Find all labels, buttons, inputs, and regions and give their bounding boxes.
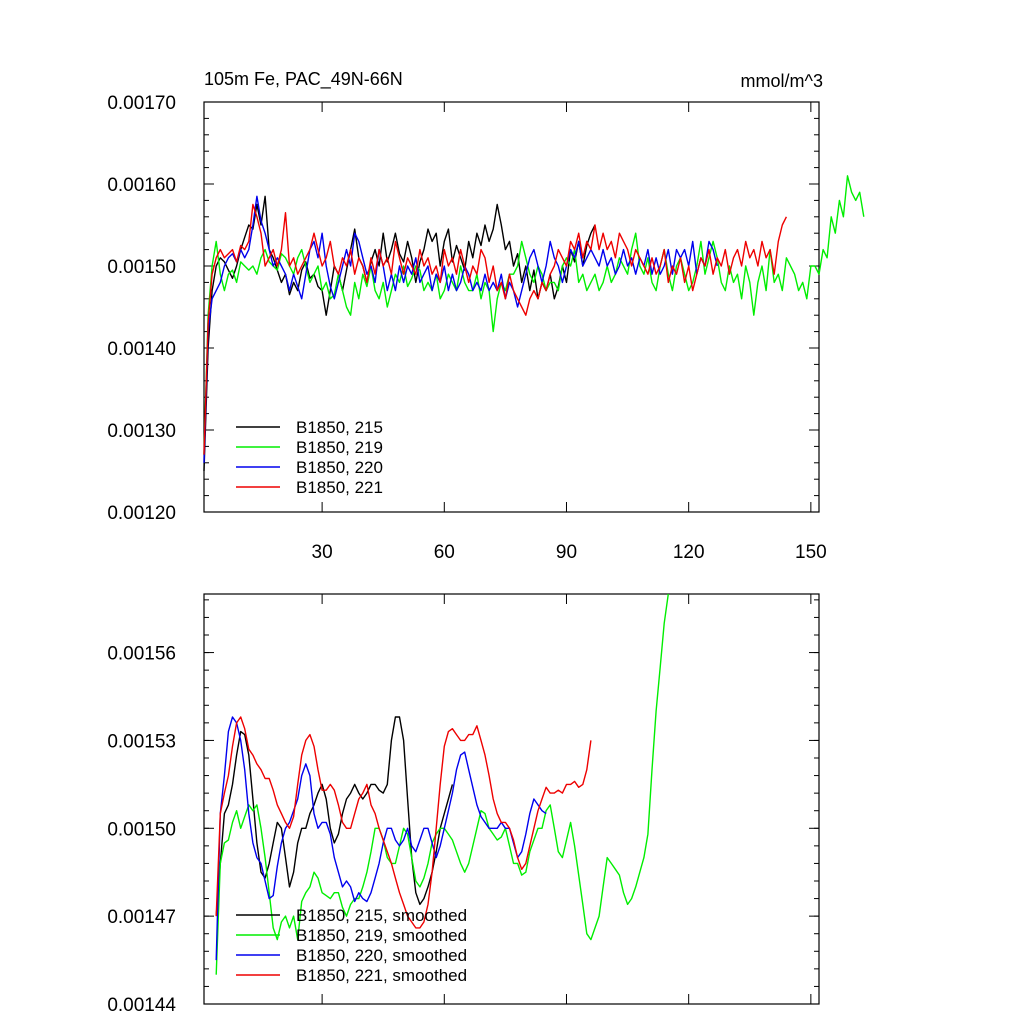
- legend-label-0: B1850, 215, smoothed: [296, 906, 467, 925]
- y-tick-label: 0.00140: [107, 339, 176, 360]
- series-line-3: [215, 716, 592, 929]
- x-tick-label: 30: [312, 542, 333, 563]
- top-chart-units: mmol/m^3: [741, 71, 823, 91]
- series-line-2: [203, 195, 718, 463]
- y-tick-label: 0.00130: [107, 421, 176, 442]
- top-panel: 105m Fe, PAC_49N-66N mmol/m^3 0.001200.0…: [107, 69, 865, 563]
- y-tick-label: 0.00170: [107, 93, 176, 114]
- y-tick-label: 0.00156: [107, 644, 176, 665]
- y-tick-label: 0.00150: [107, 819, 176, 840]
- bottom-plot-frame: [203, 593, 820, 1005]
- series-line-3: [203, 203, 788, 455]
- top-series-group: [203, 175, 865, 472]
- y-tick-label: 0.00120: [107, 503, 176, 524]
- bottom-panel: 0.00144 0.00147 0.00150 0.00153 0.00156 B185…: [107, 593, 820, 1016]
- bottom-axis-ticks: 0.00144 0.00147 0.00150 0.00153 0.00156: [107, 594, 819, 1016]
- series-line-2: [215, 716, 547, 961]
- legend-label-2: B1850, 220, smoothed: [296, 946, 467, 965]
- legend-label-2: B1850, 220: [296, 458, 383, 477]
- x-tick-label: 90: [556, 542, 577, 563]
- y-tick-label: 0.00153: [107, 731, 176, 752]
- series-line-1: [215, 593, 669, 975]
- top-chart-title: 105m Fe, PAC_49N-66N: [204, 69, 403, 90]
- series-line-0: [203, 195, 596, 472]
- x-tick-label: 150: [795, 542, 827, 563]
- legend-label-0: B1850, 215: [296, 418, 383, 437]
- legend-label-3: B1850, 221, smoothed: [296, 966, 467, 985]
- y-tick-label: 0.00150: [107, 257, 176, 278]
- bottom-series-group: [215, 593, 669, 975]
- top-axis-ticks: 0.00120 0.00130 0.00140 0.00150 0.00160 0.001…: [107, 93, 826, 563]
- x-tick-label: 60: [434, 542, 455, 563]
- legend-label-3: B1850, 221: [296, 478, 383, 497]
- y-tick-label: 0.00160: [107, 175, 176, 196]
- y-tick-label: 0.00147: [107, 907, 176, 928]
- top-plot-frame: [203, 101, 820, 513]
- legend-label-1: B1850, 219: [296, 438, 383, 457]
- series-line-1: [203, 175, 865, 455]
- legend-label-1: B1850, 219, smoothed: [296, 926, 467, 945]
- x-tick-label: 120: [673, 542, 705, 563]
- y-tick-label: 0.00144: [107, 995, 176, 1016]
- series-line-0: [215, 716, 454, 917]
